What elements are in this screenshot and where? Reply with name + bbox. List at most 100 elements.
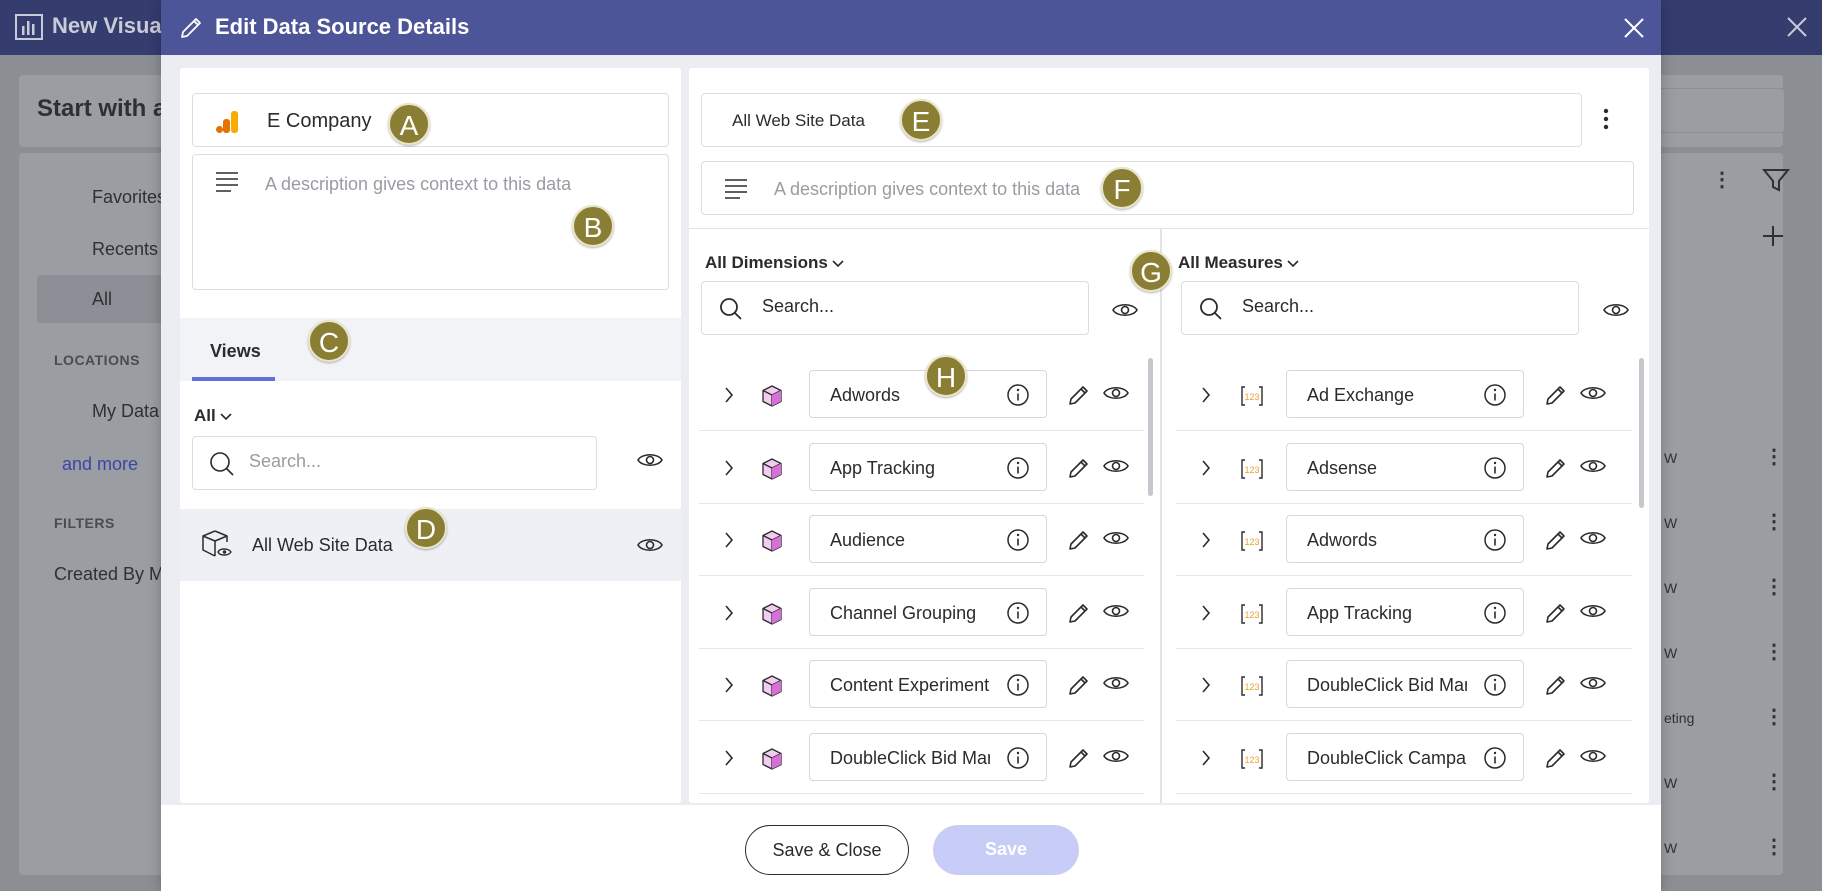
eye-icon[interactable] bbox=[1580, 747, 1606, 765]
pencil-icon[interactable] bbox=[1067, 456, 1091, 480]
measure-name-field[interactable]: Adwords bbox=[1286, 515, 1524, 563]
eye-icon[interactable] bbox=[1112, 301, 1138, 319]
dimension-name-field[interactable]: App Tracking bbox=[809, 442, 1047, 491]
data-source-name-field[interactable]: E Company bbox=[192, 93, 669, 147]
chevron-right-icon[interactable] bbox=[724, 459, 734, 476]
measure-name-field[interactable]: App Tracking bbox=[1286, 587, 1524, 636]
views-filter-dropdown[interactable]: All bbox=[194, 406, 232, 426]
dimensions-dropdown[interactable]: All Dimensions bbox=[705, 253, 844, 273]
close-icon[interactable] bbox=[1623, 17, 1645, 39]
more-options-icon[interactable]: ⋮ bbox=[1764, 836, 1784, 858]
more-options-icon[interactable]: ⋮ bbox=[1764, 771, 1784, 793]
eye-icon[interactable] bbox=[1580, 602, 1606, 620]
sidebar-item-recents[interactable]: Recents bbox=[92, 239, 159, 259]
pencil-icon[interactable] bbox=[1067, 673, 1091, 697]
eye-icon[interactable] bbox=[1103, 674, 1129, 692]
chevron-right-icon[interactable] bbox=[1201, 749, 1211, 766]
list-item[interactable]: W bbox=[1664, 840, 1678, 856]
chevron-right-icon[interactable] bbox=[1201, 387, 1211, 403]
eye-icon[interactable] bbox=[1103, 602, 1129, 620]
chevron-right-icon[interactable] bbox=[1201, 532, 1211, 548]
info-icon[interactable] bbox=[1006, 601, 1030, 625]
pencil-icon[interactable] bbox=[1544, 673, 1568, 697]
list-item[interactable]: W bbox=[1664, 775, 1678, 791]
dimensions-scrollbar[interactable] bbox=[1148, 358, 1153, 496]
pencil-icon[interactable] bbox=[1067, 601, 1091, 625]
info-icon[interactable] bbox=[1483, 746, 1507, 770]
more-options-icon[interactable]: ⋮ bbox=[1764, 576, 1784, 598]
measure-name-field[interactable]: DoubleClick Bid Manager bbox=[1286, 660, 1524, 708]
pencil-icon[interactable] bbox=[1067, 746, 1091, 770]
eye-icon[interactable] bbox=[1103, 529, 1129, 547]
dimension-name-field[interactable]: DoubleClick Bid Manager bbox=[809, 732, 1047, 781]
eye-icon[interactable] bbox=[1603, 301, 1629, 319]
chevron-right-icon[interactable] bbox=[1201, 677, 1211, 693]
dimension-name-field[interactable]: Content Experiment bbox=[809, 660, 1047, 708]
pencil-icon[interactable] bbox=[1067, 383, 1091, 407]
measure-name-field[interactable]: DoubleClick Campaign Manager bbox=[1286, 732, 1524, 781]
pencil-icon[interactable] bbox=[1544, 383, 1568, 407]
list-item[interactable]: W bbox=[1664, 645, 1678, 661]
measures-dropdown[interactable]: All Measures bbox=[1178, 253, 1299, 273]
tab-views[interactable]: Views bbox=[192, 318, 290, 381]
list-item[interactable]: W bbox=[1664, 450, 1678, 466]
info-icon[interactable] bbox=[1483, 601, 1507, 625]
view-description-field[interactable]: A description gives context to this data bbox=[701, 161, 1634, 215]
chevron-right-icon[interactable] bbox=[724, 532, 734, 548]
save-and-close-button[interactable]: Save & Close bbox=[745, 825, 909, 875]
eye-icon[interactable] bbox=[1580, 384, 1606, 402]
list-item[interactable]: W bbox=[1664, 580, 1678, 596]
plus-icon[interactable] bbox=[1762, 225, 1784, 247]
eye-icon[interactable] bbox=[637, 536, 663, 554]
more-options-icon[interactable] bbox=[1603, 108, 1609, 130]
more-options-icon[interactable]: ⋮ bbox=[1712, 169, 1732, 191]
measure-name-field[interactable]: Ad Exchange bbox=[1286, 370, 1524, 418]
pencil-icon[interactable] bbox=[1544, 456, 1568, 480]
dimension-name-field[interactable]: Audience bbox=[809, 515, 1047, 563]
close-icon[interactable] bbox=[1786, 16, 1808, 38]
info-icon[interactable] bbox=[1006, 456, 1030, 480]
eye-icon[interactable] bbox=[1580, 457, 1606, 475]
created-by-filter[interactable]: Created By Me bbox=[54, 564, 175, 584]
view-name-field[interactable]: All Web Site Data bbox=[701, 93, 1582, 147]
pencil-icon[interactable] bbox=[1544, 601, 1568, 625]
chevron-right-icon[interactable] bbox=[1201, 459, 1211, 476]
eye-icon[interactable] bbox=[1103, 457, 1129, 475]
eye-icon[interactable] bbox=[1103, 747, 1129, 765]
filter-icon[interactable] bbox=[1762, 168, 1790, 192]
sidebar-item-favorites[interactable]: Favorites bbox=[92, 187, 167, 207]
dimension-name-field[interactable]: Channel Grouping bbox=[809, 587, 1047, 636]
measures-search-input[interactable]: Search... bbox=[1181, 281, 1579, 335]
chevron-right-icon[interactable] bbox=[724, 387, 734, 403]
list-item[interactable]: W bbox=[1664, 515, 1678, 531]
more-options-icon[interactable]: ⋮ bbox=[1764, 641, 1784, 663]
and-more-link[interactable]: and more bbox=[62, 454, 139, 474]
info-icon[interactable] bbox=[1006, 746, 1030, 770]
chevron-right-icon[interactable] bbox=[724, 677, 734, 693]
measure-name-field[interactable]: Adsense bbox=[1286, 442, 1524, 491]
pencil-icon[interactable] bbox=[1544, 528, 1568, 552]
info-icon[interactable] bbox=[1006, 383, 1030, 407]
info-icon[interactable] bbox=[1006, 528, 1030, 552]
info-icon[interactable] bbox=[1483, 528, 1507, 552]
more-options-icon[interactable]: ⋮ bbox=[1764, 511, 1784, 533]
eye-icon[interactable] bbox=[1580, 674, 1606, 692]
eye-icon[interactable] bbox=[1103, 384, 1129, 402]
views-search-input[interactable]: Search... bbox=[192, 436, 597, 490]
more-options-icon[interactable]: ⋮ bbox=[1764, 706, 1784, 728]
pencil-icon[interactable] bbox=[1544, 746, 1568, 770]
pencil-icon[interactable] bbox=[1067, 528, 1091, 552]
info-icon[interactable] bbox=[1006, 673, 1030, 697]
eye-icon[interactable] bbox=[1580, 529, 1606, 547]
list-item[interactable]: eting bbox=[1664, 710, 1695, 726]
sidebar-item-my-data[interactable]: My Data bbox=[92, 401, 160, 421]
more-options-icon[interactable]: ⋮ bbox=[1764, 446, 1784, 468]
chevron-right-icon[interactable] bbox=[1201, 604, 1211, 621]
dimensions-search-input[interactable]: Search... bbox=[701, 281, 1089, 335]
info-icon[interactable] bbox=[1483, 383, 1507, 407]
info-icon[interactable] bbox=[1483, 456, 1507, 480]
chevron-right-icon[interactable] bbox=[724, 604, 734, 621]
sidebar-item-all[interactable]: All bbox=[92, 289, 113, 309]
save-button[interactable]: Save bbox=[933, 825, 1079, 875]
measures-scrollbar[interactable] bbox=[1639, 358, 1644, 508]
